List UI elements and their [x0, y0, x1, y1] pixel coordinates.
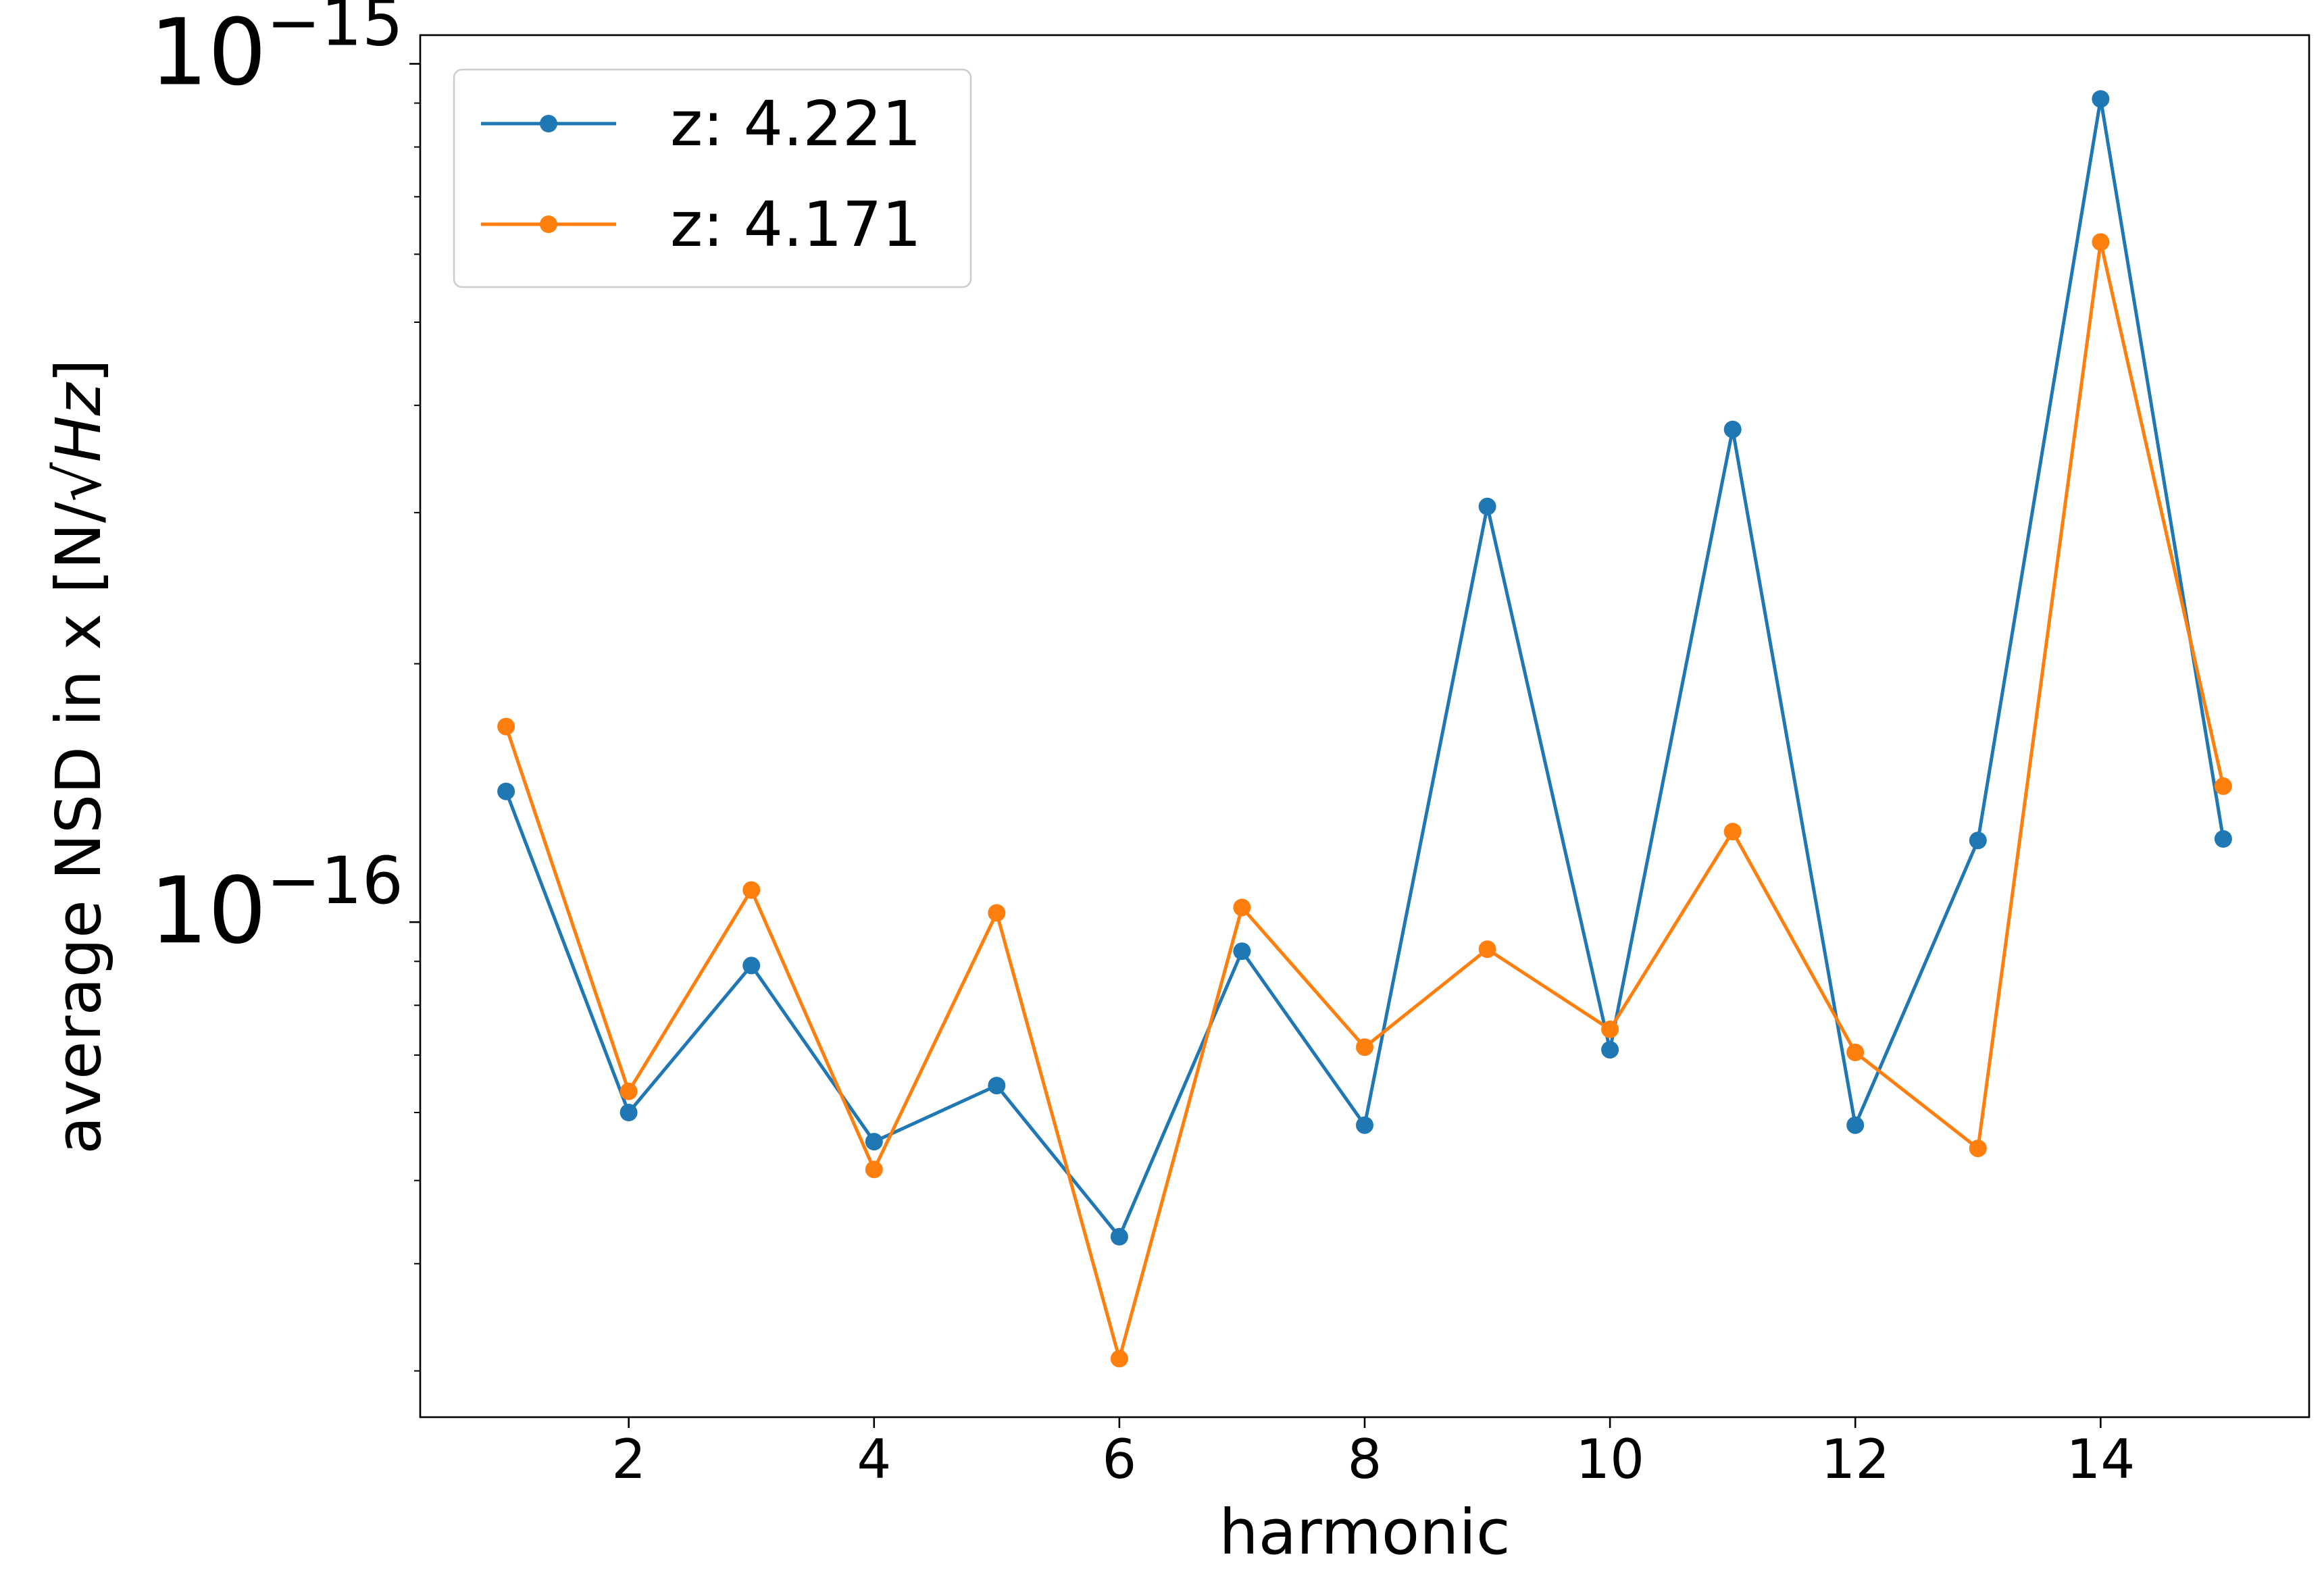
legend-label-2: z: 4.171: [670, 188, 921, 261]
data-point: [620, 1082, 638, 1100]
y-axis-label-close: ]: [43, 359, 115, 383]
data-point: [2092, 90, 2110, 108]
x-tick-label: 6: [1102, 1428, 1136, 1491]
y-tick-label-base: 10: [149, 858, 266, 965]
data-point: [742, 881, 761, 899]
data-point: [1601, 1041, 1619, 1059]
x-axis-label: harmonic: [1219, 1496, 1510, 1568]
legend-marker-2: [540, 215, 557, 233]
data-point: [1356, 1116, 1373, 1134]
x-tick-label: 14: [2066, 1428, 2135, 1491]
series-1: [497, 90, 2232, 1246]
data-point: [2092, 233, 2110, 251]
data-point: [1356, 1038, 1373, 1056]
data-point: [865, 1133, 883, 1151]
data-point: [1233, 898, 1251, 917]
y-tick-label-exponent: −15: [266, 0, 403, 60]
x-tick-label: 8: [1348, 1428, 1382, 1491]
legend: z: 4.221 z: 4.171: [453, 68, 972, 288]
data-point: [1110, 1350, 1128, 1368]
data-point: [1723, 823, 1742, 841]
data-point: [497, 782, 515, 800]
x-tick-label: 10: [1575, 1428, 1644, 1491]
data-point: [988, 904, 1006, 922]
x-tick-label: 4: [857, 1428, 891, 1491]
data-point: [1601, 1020, 1619, 1038]
data-point: [497, 717, 515, 736]
data-point: [620, 1104, 638, 1121]
data-point: [1233, 942, 1251, 961]
series-layer: [497, 90, 2232, 1368]
y-axis-label: average NSD in x [N/√Hz]: [43, 359, 115, 1154]
x-tick-label: 12: [1821, 1428, 1890, 1491]
data-point: [1478, 497, 1496, 515]
y-tick-label: 10−16: [149, 843, 403, 965]
y-axis-label-sqrt-arg: Hz: [43, 382, 115, 462]
y-tick-label-exponent: −16: [266, 843, 403, 919]
y-tick-label: 10−15: [149, 0, 403, 106]
data-point: [1478, 940, 1496, 959]
y-axis-label-main: average NSD in x [N/: [43, 502, 115, 1154]
y-axis-label-sqrt-sign: √: [43, 462, 115, 502]
series-2: [497, 233, 2232, 1368]
data-point: [1846, 1044, 1865, 1061]
legend-marker-1: [540, 115, 557, 132]
data-point: [1969, 1140, 1987, 1158]
data-point: [1846, 1116, 1865, 1134]
y-tick-label-base: 10: [149, 0, 266, 106]
x-tick-label: 2: [611, 1428, 646, 1491]
data-point: [865, 1160, 883, 1179]
data-point: [742, 956, 761, 975]
series-line: [504, 240, 2225, 1360]
data-point: [2214, 777, 2232, 795]
data-point: [2214, 830, 2232, 848]
data-point: [1969, 832, 1987, 850]
data-point: [1723, 420, 1742, 438]
data-point: [1110, 1227, 1128, 1246]
data-point: [988, 1077, 1006, 1095]
legend-label-1: z: 4.221: [670, 88, 921, 160]
x-ticks: 2 4 6 8 10 12 14: [611, 1417, 2135, 1491]
